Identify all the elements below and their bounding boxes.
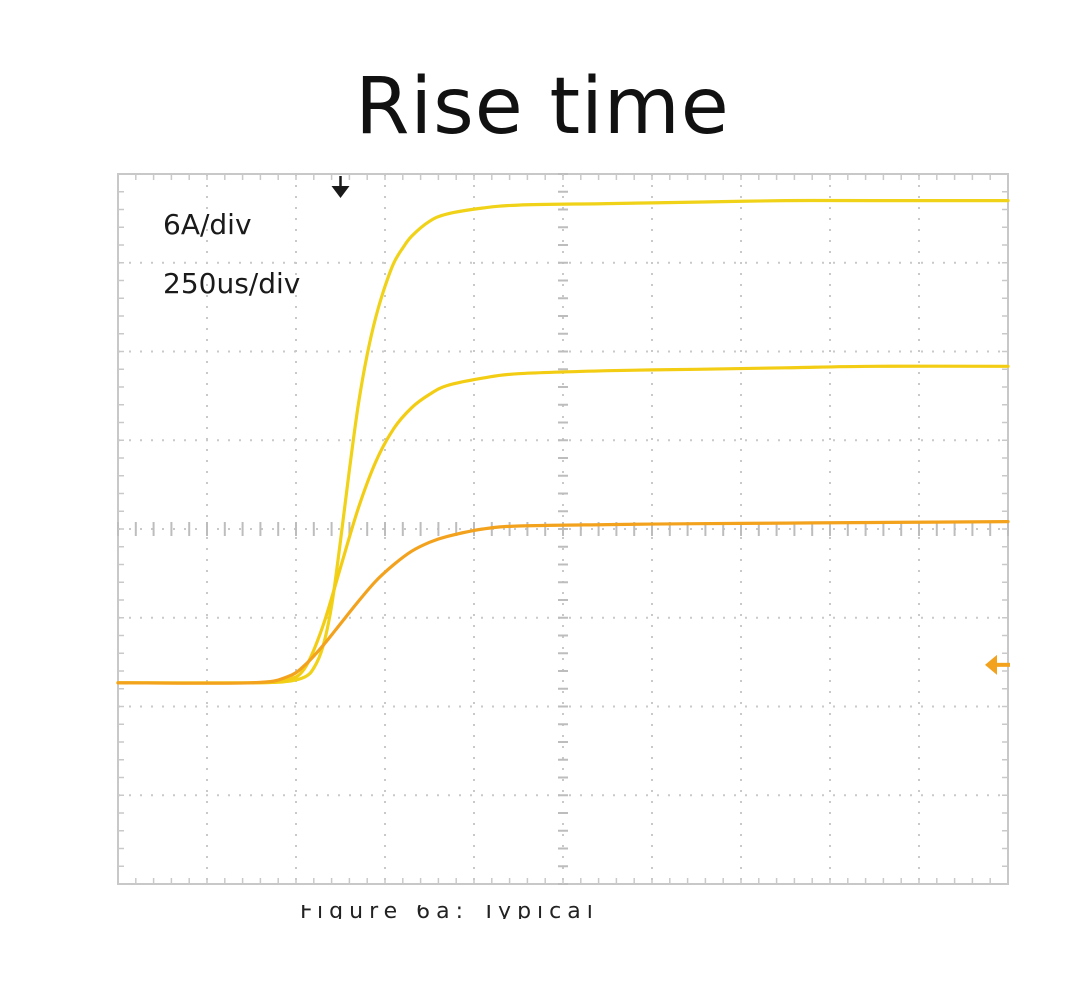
traces: [116, 198, 1010, 685]
timebase-label: 250us/div: [163, 267, 301, 300]
chart-title: Rise time: [355, 62, 730, 152]
vertical-scale-label: 6A/div: [163, 208, 252, 241]
trace-line-2: [116, 364, 1010, 685]
grid: [117, 173, 1009, 885]
markers: [331, 176, 1010, 675]
figure-caption: Figure 6a: Typical start: [300, 905, 599, 919]
trigger-marker-icon: [331, 186, 350, 198]
trace-line-3: [116, 520, 1010, 685]
level-marker-icon: [985, 654, 997, 675]
trace-line-1: [116, 198, 1010, 685]
